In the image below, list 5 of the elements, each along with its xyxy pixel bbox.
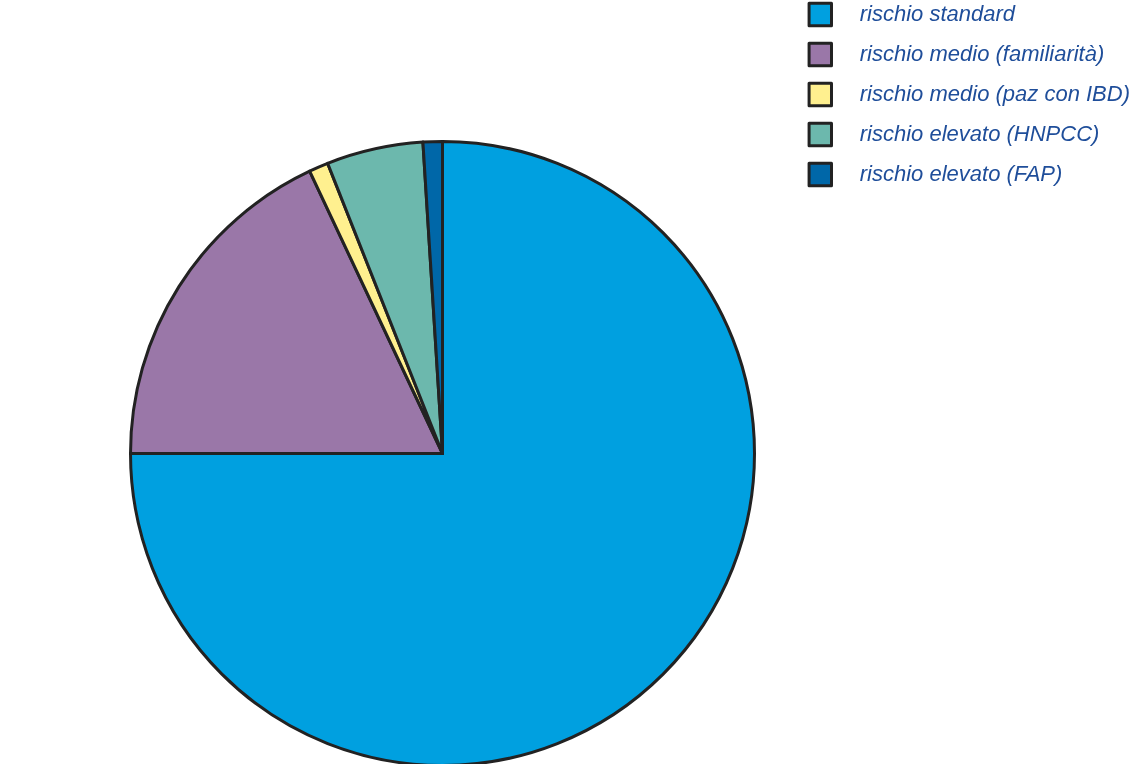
legend-label: rischio medio (paz con IBD) [859, 81, 1130, 107]
legend-label: rischio medio (familiarità) [859, 41, 1105, 67]
legend-label: rischio elevato (HNPCC) [859, 121, 1100, 147]
legend-label: rischio elevato (FAP) [859, 161, 1063, 187]
legend-label: rischio standard [859, 1, 1016, 27]
